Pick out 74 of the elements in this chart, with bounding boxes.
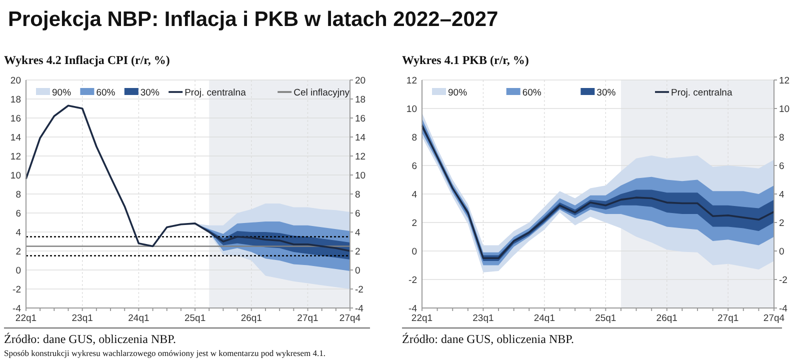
y-tick-label: 4 bbox=[16, 228, 21, 238]
y-tick-label: 20 bbox=[10, 76, 21, 86]
x-tick-label: 25q1 bbox=[595, 313, 616, 324]
text: Sposób konstrukcji wykresu wachlarzowego omówiony jest w komentarzu pod wykresem 4.1. bbox=[4, 348, 326, 358]
legend-label: 90% bbox=[448, 88, 468, 98]
y2-tick-label: 2 bbox=[779, 218, 784, 229]
y-tick-label: -2 bbox=[12, 284, 21, 296]
y2-tick-label: 8 bbox=[779, 132, 784, 144]
y-tick-label: 16 bbox=[10, 114, 21, 124]
y-tick-label: 4 bbox=[412, 190, 417, 200]
x-tick-label: 27q4 bbox=[763, 313, 785, 324]
y-tick-label: -2 bbox=[408, 275, 417, 286]
y-tick-label: 6 bbox=[412, 161, 417, 172]
y-tick-label: 12 bbox=[406, 76, 417, 86]
y2-tick-label: 12 bbox=[779, 76, 790, 86]
x-tick-label: 24q1 bbox=[534, 313, 556, 324]
x-tick-label: 24q1 bbox=[128, 313, 150, 324]
chart-subtitle: Wykres 4.1 PKB (r/r, %) bbox=[402, 53, 529, 67]
legend-label: 60% bbox=[96, 88, 116, 98]
y-tick-label: 10 bbox=[406, 104, 417, 115]
legend-label: 30% bbox=[596, 88, 616, 98]
y-tick-label: 2 bbox=[16, 246, 21, 258]
x-tick-label: 22q1 bbox=[15, 313, 37, 324]
text: Źródło: dane GUS, obliczenia NBP. bbox=[4, 332, 176, 346]
text: Źródło: dane GUS, obliczenia NBP. bbox=[402, 332, 574, 346]
y-tick-label: -4 bbox=[12, 304, 21, 314]
y-tick-label: 18 bbox=[10, 94, 21, 106]
y2-tick-label: 4 bbox=[355, 228, 360, 238]
y2-tick-label: -4 bbox=[779, 304, 788, 314]
chart-subtitle: Wykres 4.2 Inflacja CPI (r/r, %) bbox=[4, 53, 170, 67]
y2-tick-label: 8 bbox=[355, 190, 360, 200]
legend-label: Proj. centralna bbox=[671, 88, 733, 98]
chart-title: Projekcja NBP: Inflacja i PKB w latach 2022–2027 bbox=[8, 8, 498, 31]
legend-label: Cel inflacyjny bbox=[294, 88, 350, 98]
y2-tick-label: 0 bbox=[355, 266, 360, 276]
y-tick-label: 0 bbox=[16, 266, 21, 276]
y-tick-label: 12 bbox=[10, 152, 21, 162]
y2-tick-label: -4 bbox=[355, 304, 364, 314]
y2-tick-label: 10 bbox=[355, 170, 366, 182]
x-tick-label: 27q1 bbox=[718, 313, 739, 324]
y2-tick-label: -2 bbox=[779, 275, 788, 286]
x-tick-label: 27q1 bbox=[297, 313, 318, 324]
x-tick-label: 22q1 bbox=[411, 313, 433, 324]
y-tick-label: -4 bbox=[408, 304, 417, 314]
y-tick-label: 2 bbox=[412, 218, 417, 229]
legend-label: Proj. centralna bbox=[184, 88, 247, 98]
y-tick-label: 8 bbox=[16, 190, 21, 200]
y2-tick-label: 20 bbox=[355, 76, 366, 86]
y-tick-label: 8 bbox=[412, 132, 417, 144]
y-tick-label: 10 bbox=[10, 170, 21, 182]
y2-tick-label: 18 bbox=[355, 94, 366, 106]
legend-label: 30% bbox=[140, 88, 160, 98]
y-tick-label: 0 bbox=[412, 246, 417, 258]
y2-tick-label: 6 bbox=[355, 208, 360, 220]
y2-tick-label: 16 bbox=[355, 114, 366, 124]
y2-tick-label: 2 bbox=[355, 246, 360, 258]
y-tick-label: 14 bbox=[10, 132, 21, 144]
legend-label: 90% bbox=[52, 88, 72, 98]
y2-tick-label: 10 bbox=[779, 104, 790, 115]
y2-tick-label: 4 bbox=[779, 190, 784, 200]
x-tick-label: 26q1 bbox=[240, 313, 262, 324]
x-tick-label: 26q1 bbox=[656, 313, 678, 324]
y2-tick-label: 6 bbox=[779, 161, 784, 172]
y2-tick-label: -2 bbox=[355, 284, 364, 296]
x-tick-label: 25q1 bbox=[184, 313, 206, 324]
x-tick-label: 23q1 bbox=[72, 313, 93, 324]
y2-tick-label: 14 bbox=[355, 132, 366, 144]
y2-tick-label: 0 bbox=[779, 246, 784, 258]
legend-label: 60% bbox=[522, 88, 542, 98]
x-tick-label: 27q4 bbox=[339, 313, 361, 324]
line-series bbox=[25, 104, 351, 252]
y-tick-label: 6 bbox=[16, 208, 21, 220]
x-tick-label: 23q1 bbox=[472, 313, 494, 324]
y2-tick-label: 12 bbox=[355, 152, 366, 162]
